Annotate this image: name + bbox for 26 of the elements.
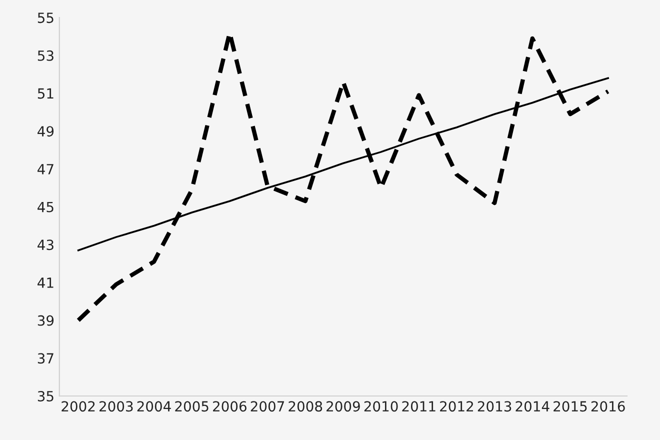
- x-tick-label: 2008: [288, 401, 322, 412]
- x-tick-label: 2005: [175, 401, 208, 412]
- x-tick-label: 2012: [440, 401, 473, 412]
- x-tick-label: 2002: [62, 401, 95, 412]
- y-tick-label: 49: [38, 126, 54, 137]
- x-tick-label: 2010: [364, 401, 398, 412]
- x-tick-label: 2006: [213, 401, 246, 412]
- x-tick-label: 2004: [137, 401, 171, 412]
- x-tick-label: 2013: [478, 401, 512, 412]
- x-tick-label: 2003: [100, 401, 133, 412]
- y-tick-label: 47: [38, 164, 54, 174]
- x-tick-label: 2014: [516, 401, 550, 412]
- y-tick-label: 35: [38, 390, 54, 402]
- x-tick-label: 2011: [402, 401, 436, 412]
- x-tick-label: 2015: [554, 401, 587, 412]
- y-tick-label: 51: [38, 88, 54, 99]
- x-tick-label: 2007: [250, 401, 284, 412]
- y-tick-label: 45: [38, 202, 54, 212]
- y-tick-label: 37: [38, 353, 54, 364]
- y-tick-label: 39: [38, 315, 54, 326]
- y-tick-label: 43: [38, 240, 54, 250]
- y-tick-label: 53: [38, 50, 54, 61]
- y-tick-label: 55: [38, 12, 54, 24]
- y-tick-label: 41: [38, 278, 54, 288]
- x-tick-label: 2009: [326, 401, 360, 412]
- x-tick-label: 2016: [591, 401, 625, 412]
